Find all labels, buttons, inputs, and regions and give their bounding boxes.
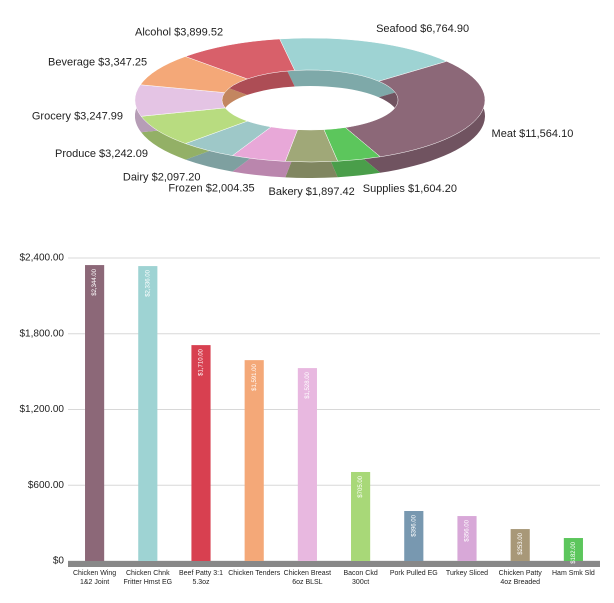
slice <box>279 37 448 82</box>
bar <box>404 511 424 561</box>
bar-value-label: $253.00 <box>518 532 524 554</box>
bar <box>351 471 371 561</box>
y-tick-label: $2,400.00 <box>20 253 65 264</box>
y-tick-label: $1,800.00 <box>20 328 65 339</box>
slice-label-value: $1,897.42 <box>306 186 355 198</box>
slice <box>344 61 486 158</box>
slice-label-name: Dairy <box>123 172 149 184</box>
slice-label-value: $11,564.10 <box>519 128 573 140</box>
bar-value-label: $705.00 <box>358 475 364 497</box>
x-tick-label: Ham Smk Sld <box>552 570 595 577</box>
slice-label: Supplies $1,604.20 <box>363 183 457 195</box>
slice-label: Beverage $3,347.25 <box>48 57 147 69</box>
slice-label-name: Seafood <box>376 23 417 35</box>
bar-value-label: $1,528.00 <box>305 371 311 398</box>
y-tick-label: $0 <box>53 556 65 567</box>
bar-value-label: $1,591.00 <box>252 363 258 390</box>
slice-label-name: Grocery <box>32 111 72 123</box>
slice-label: Produce $3,242.09 <box>55 148 148 160</box>
bar-value-label: $182.00 <box>571 541 577 563</box>
slice-label-value: $3,347.25 <box>98 57 147 69</box>
bar <box>138 266 158 561</box>
x-tick-label: Chicken Tenders <box>228 570 281 577</box>
slice <box>184 38 296 80</box>
bar <box>457 516 477 561</box>
slice-label-value: $3,242.09 <box>99 148 148 160</box>
bar <box>563 538 583 561</box>
slice-label-name: Frozen <box>168 183 202 195</box>
slice-label-value: $3,247.99 <box>74 111 123 123</box>
slice-label-value: $3,899.52 <box>174 27 223 39</box>
slice-label: Alcohol $3,899.52 <box>135 27 223 39</box>
slice-label: Seafood $6,764.90 <box>376 23 469 35</box>
y-tick-label: $1,200.00 <box>20 404 65 415</box>
slice-label-name: Supplies <box>363 183 406 195</box>
bar <box>297 368 317 561</box>
bar-value-label: $356.00 <box>465 519 471 541</box>
x-tick-label: Chicken Patty 4oz Breaded <box>499 570 543 586</box>
slice-label-name: Bakery <box>268 186 303 198</box>
slice-label: Meat $11,564.10 <box>492 128 574 140</box>
slice-label: Bakery $1,897.42 <box>268 186 354 198</box>
bar-value-label: $2,344.00 <box>92 268 98 295</box>
slice-label: Frozen $2,004.35 <box>168 183 254 195</box>
bar <box>510 529 530 561</box>
slice-label-value: $1,604.20 <box>408 183 457 195</box>
bar-value-label: $2,336.00 <box>145 269 151 296</box>
x-tick-label: Chicken Breast 6oz BLSL <box>284 570 332 586</box>
slice-label-value: $6,764.90 <box>420 23 469 35</box>
bar <box>85 265 105 561</box>
slice-label-value: $2,097.20 <box>152 172 201 184</box>
x-tick-label: Pork Pulled EG <box>390 570 438 577</box>
bar <box>244 360 264 561</box>
slice-label-name: Produce <box>55 148 96 160</box>
bar-value-label: $396.00 <box>411 514 417 536</box>
x-tick-label: Turkey Sliced <box>446 570 488 577</box>
floor <box>68 561 600 567</box>
slice-label: Grocery $3,247.99 <box>32 111 123 123</box>
slice-label: Dairy $2,097.20 <box>123 172 201 184</box>
x-tick-label: Beef Patty 3:1 5.3oz <box>179 570 223 586</box>
bar-value-label: $1,710.00 <box>199 348 205 375</box>
slice-label-name: Beverage <box>48 57 95 69</box>
y-tick-label: $600.00 <box>28 480 65 491</box>
x-tick-label: Chicken Chnk Fritter Hmst EG <box>123 570 172 586</box>
bar <box>191 345 211 561</box>
x-tick-label: Chicken Wing 1&2 Joint <box>73 570 116 586</box>
x-tick-label: Bacon Ckd 300ct <box>343 570 377 586</box>
slice-label-name: Alcohol <box>135 27 171 39</box>
slice-label-value: $2,004.35 <box>206 183 255 195</box>
slice-label-name: Meat <box>492 128 516 140</box>
